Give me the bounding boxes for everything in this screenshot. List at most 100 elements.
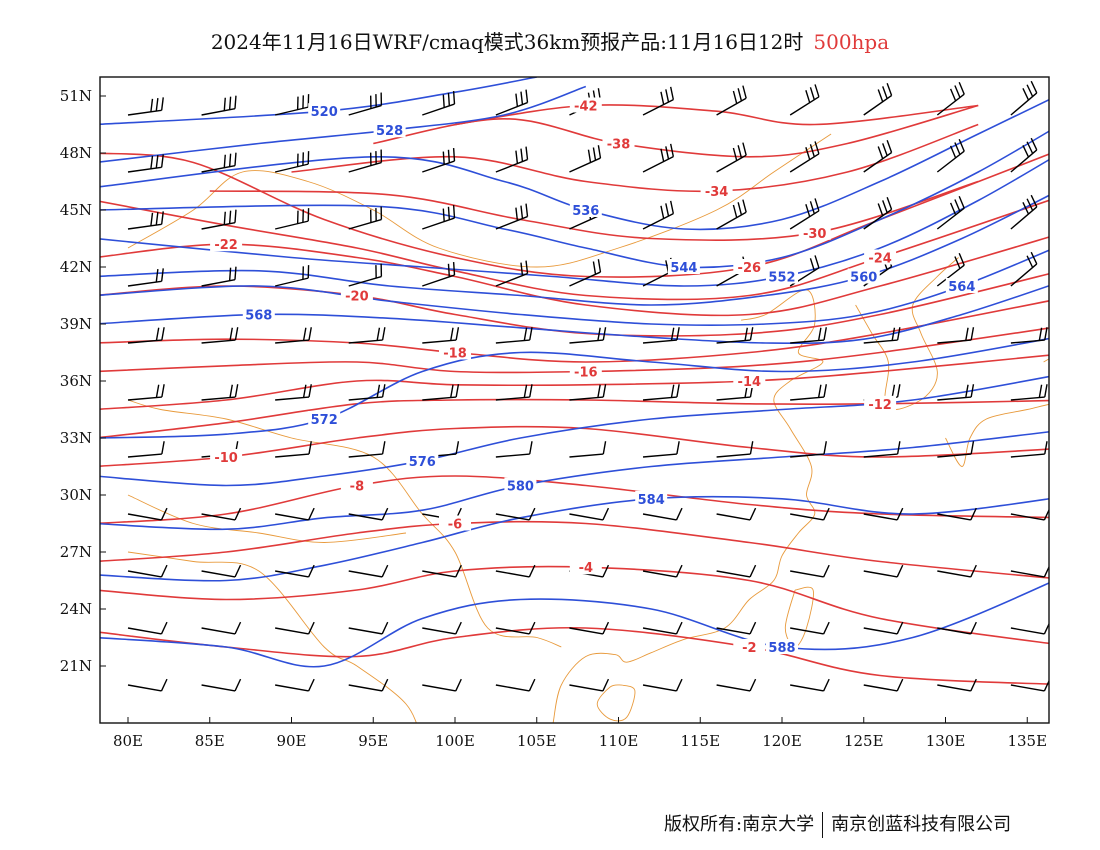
lat-label: 36N: [60, 372, 92, 390]
wind-barb-layer: [127, 80, 1049, 692]
wind-barb: [274, 208, 310, 230]
wind-barb-feather: [1026, 198, 1034, 211]
wind-barb-feather: [160, 678, 168, 692]
temperature-contour-label-bg: [439, 344, 471, 360]
wind-barb-staff: [127, 396, 162, 401]
wind-barb-feather: [228, 96, 232, 110]
wind-barb: [422, 384, 460, 401]
wind-barb-feather: [529, 384, 533, 398]
wind-barb: [1010, 622, 1049, 635]
wind-barb: [863, 197, 893, 230]
wind-barb-feather: [442, 151, 445, 165]
wind-barb-staff: [863, 453, 898, 458]
wind-barb-staff: [275, 570, 309, 578]
wind-barb-feather: [520, 91, 524, 105]
wind-barb: [716, 441, 754, 458]
wind-barb: [422, 148, 456, 173]
wind-barb-staff: [422, 103, 455, 116]
wind-barb-staff: [422, 396, 457, 401]
lon-label: 85E: [195, 732, 225, 750]
lon-label: 95E: [358, 732, 388, 750]
height-contour-label: 536: [572, 204, 599, 219]
wind-barb-staff: [790, 684, 824, 692]
wind-barb: [716, 564, 757, 578]
wind-barb-feather: [223, 211, 226, 225]
wind-barb: [1010, 679, 1049, 692]
wind-barb-feather: [814, 84, 820, 98]
wind-barb-feather: [520, 262, 524, 276]
lat-label: 33N: [60, 429, 92, 447]
longitude-axis: 80E 85E 90E 95E 100E 105E 110E 115E 120E 125E 130E…: [113, 717, 1047, 750]
wind-barb: [937, 507, 977, 521]
temperature-contour-label-bg: [700, 183, 733, 198]
temperature-contour-line: [100, 327, 1049, 374]
temperature-contour-label: -10: [214, 451, 238, 466]
coastline: [596, 684, 636, 722]
wind-barb-feather: [381, 384, 386, 398]
wind-barb: [1010, 251, 1038, 287]
wind-barb: [348, 149, 383, 173]
wind-barb-feather: [452, 262, 456, 276]
wind-barb-feather: [1022, 87, 1030, 101]
wind-barb-feather: [228, 210, 232, 224]
height-contour-label-bg: [847, 268, 880, 284]
wind-barb-staff: [936, 150, 965, 173]
wind-barb: [201, 621, 242, 635]
wind-barb: [1010, 137, 1038, 173]
wind-barb: [937, 441, 975, 458]
lon-label: 110E: [599, 732, 639, 750]
height-contour-label: 572: [311, 413, 338, 428]
wind-barb-feather: [523, 327, 528, 341]
wind-barb-staff: [936, 207, 965, 230]
wind-barb-staff: [422, 274, 455, 287]
wind-barb-feather: [381, 678, 389, 692]
wind-barb-staff: [716, 684, 751, 692]
lon-label: 100E: [435, 732, 475, 750]
wind-barb: [937, 327, 975, 344]
wind-barb-staff: [495, 272, 528, 287]
wind-barb-feather: [809, 258, 815, 271]
wind-barb-feather: [823, 327, 827, 341]
wind-barb-feather: [150, 212, 154, 226]
wind-barb-feather: [970, 441, 975, 455]
wind-barb-feather: [1030, 251, 1038, 265]
height-contour-line: [100, 249, 1049, 326]
height-contour-line: [100, 77, 537, 126]
wind-barb: [348, 678, 389, 692]
temperature-contour-label-bg: [864, 249, 897, 265]
wind-barb-feather: [528, 621, 536, 635]
wind-barb-feather: [732, 147, 738, 161]
coastline: [127, 494, 407, 543]
wind-barb: [495, 564, 536, 578]
wind-barb-feather: [896, 507, 904, 521]
lat-label: 48N: [60, 144, 92, 162]
wind-barb-feather: [886, 197, 893, 210]
wind-barb: [348, 507, 389, 521]
wind-barb-feather: [749, 678, 757, 692]
wind-barb-staff: [275, 453, 310, 458]
title-level: 500hpa: [813, 30, 890, 54]
wind-barb-feather: [669, 200, 675, 214]
wind-barb: [863, 441, 901, 458]
height-contour-line: [100, 158, 1049, 287]
lon-label: 125E: [844, 732, 884, 750]
temperature-contour-label: -42: [574, 100, 598, 115]
wind-barb-feather: [737, 145, 743, 159]
wind-barb-staff: [1010, 149, 1038, 173]
coastline: [127, 551, 417, 723]
wind-barb-staff: [275, 396, 310, 401]
wind-barb-feather: [234, 327, 239, 341]
wind-barb: [275, 678, 315, 692]
wind-barb-feather: [602, 441, 607, 455]
wind-barb: [569, 441, 607, 458]
temperature-contour-line: [373, 104, 979, 158]
wind-barb-feather: [447, 92, 451, 106]
wind-barb-feather: [442, 208, 445, 222]
wind-barb-staff: [201, 627, 236, 635]
wind-barb-staff: [790, 513, 824, 521]
wind-barb-staff: [789, 153, 820, 173]
wind-barb-feather: [742, 142, 747, 156]
wind-barb-feather: [155, 269, 159, 283]
wind-barb-feather: [161, 327, 165, 341]
wind-barb: [790, 621, 830, 635]
